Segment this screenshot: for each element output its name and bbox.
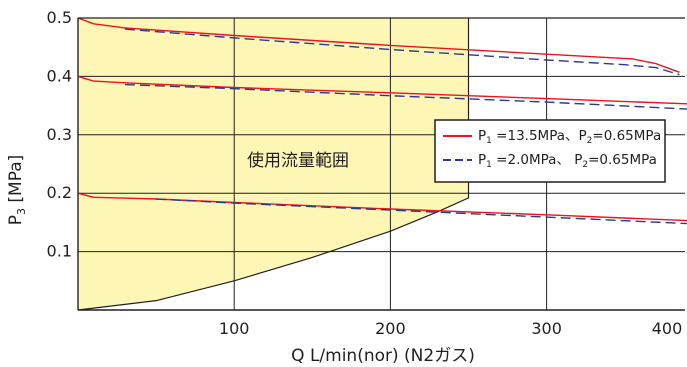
legend-label-part: P — [478, 128, 486, 144]
legend-label-part: 2 — [582, 160, 588, 170]
legend-label-part: 1 — [486, 136, 492, 146]
y-tick-label: 0.2 — [47, 183, 72, 202]
y-axis-label-main: P — [6, 215, 26, 225]
usage-range-fill — [78, 18, 469, 310]
axes — [77, 17, 685, 311]
y-tick-label: 0.4 — [47, 66, 72, 85]
series-line — [124, 83, 687, 110]
y-axis-label-unit: [MPa] — [6, 155, 26, 208]
usage-range-boundary — [77, 18, 470, 311]
tick-labels: 0.1 0.2 0.3 0.4 0.5 100 200 300 400 — [47, 8, 683, 338]
legend-label: P1 =2.0MPa、 P2=0.65MPa — [478, 152, 657, 170]
legend-label-part: =0.65MPa — [592, 128, 661, 144]
x-tick-label: 200 — [375, 319, 406, 338]
x-tick-label: 100 — [219, 319, 250, 338]
series-line — [77, 17, 680, 73]
x-tick-label: 400 — [652, 319, 683, 338]
legend-label-part: 1 — [486, 160, 492, 170]
y-tick-label: 0.1 — [47, 242, 72, 261]
series-line — [124, 28, 680, 76]
y-tick-label: 0.5 — [47, 8, 72, 27]
legend-label-part: =2.0MPa、 P — [492, 152, 582, 168]
legend-label-part: P — [478, 152, 486, 168]
legend-label-part: =13.5MPa、P — [492, 128, 587, 144]
series-lines — [77, 17, 687, 225]
usage-range-region — [77, 18, 470, 311]
legend-box — [434, 119, 666, 183]
series-line — [156, 198, 687, 225]
legend-label-part: =0.65MPa — [588, 152, 657, 168]
y-axis-label-sub: 3 — [15, 208, 28, 215]
y-axis-label: P3 [MPa] — [6, 155, 28, 226]
y-tick-label: 0.3 — [47, 125, 72, 144]
x-axis-label: Q L/min(nor) (N2ガス) — [291, 346, 475, 366]
usage-range-label: 使用流量範囲 — [247, 150, 349, 171]
legend-label-part: 2 — [587, 136, 593, 146]
series-line — [77, 75, 687, 105]
legend-label: P1 =13.5MPa、P2=0.65MPa — [478, 128, 661, 146]
x-tick-label: 300 — [531, 319, 562, 338]
